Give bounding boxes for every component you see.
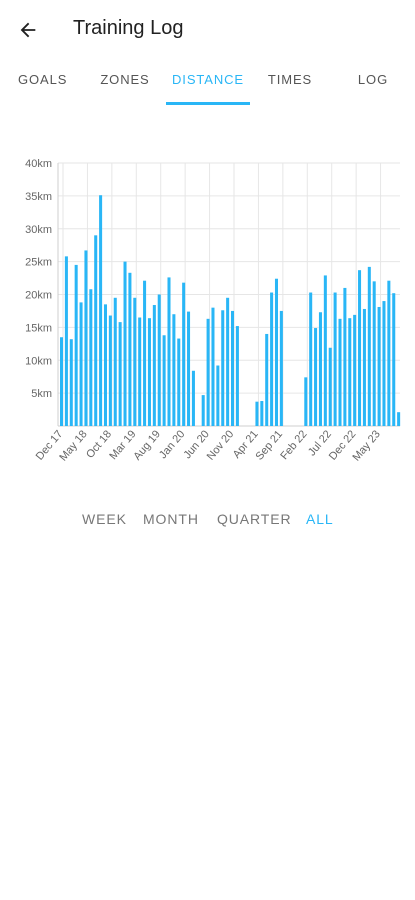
distance-bar (274, 278, 279, 426)
distance-bar (318, 312, 322, 426)
distance-bar (123, 261, 127, 426)
tab-log[interactable]: LOG (357, 72, 389, 87)
y-tick-label: 30km (25, 224, 52, 236)
range-month[interactable]: MONTH (143, 511, 199, 527)
x-tick-label: Sep 21 (254, 428, 286, 462)
distance-bar (182, 282, 186, 426)
distance-bar (157, 294, 161, 426)
distance-bar (89, 289, 93, 426)
distance-bar (206, 318, 210, 426)
distance-bar (309, 292, 313, 426)
y-tick-label: 40km (25, 158, 52, 170)
distance-bar (128, 272, 132, 426)
distance-bar (314, 328, 318, 426)
tab-times[interactable]: TIMES (267, 72, 313, 87)
distance-bar (172, 314, 176, 426)
distance-bar (377, 306, 381, 426)
tab-goals[interactable]: GOALS (18, 72, 68, 87)
tab-distance[interactable]: DISTANCE (172, 72, 244, 87)
distance-bar (94, 235, 98, 426)
distance-bar (103, 304, 108, 426)
distance-bar (69, 339, 73, 426)
distance-bar (265, 333, 269, 426)
distance-bar (216, 365, 220, 426)
distance-bar (221, 310, 225, 426)
range-all[interactable]: ALL (306, 511, 334, 527)
distance-bar (397, 412, 401, 426)
y-tick-label: 20km (25, 290, 52, 302)
distance-bar (279, 310, 283, 426)
distance-bar (353, 314, 357, 426)
x-tick-label: Nov 20 (205, 428, 237, 462)
tab-bar: GOALS ZONES DISTANCE TIMES LOG (0, 62, 415, 108)
distance-bar (323, 275, 327, 426)
distance-bar (348, 318, 352, 426)
distance-bar (138, 317, 142, 426)
distance-bar (358, 270, 362, 426)
distance-bar (118, 322, 122, 426)
distance-bar (147, 318, 151, 426)
distance-bar (226, 297, 230, 426)
distance-bar (255, 401, 259, 426)
distance-bar (84, 250, 88, 426)
y-tick-label: 25km (25, 257, 52, 269)
distance-bar (338, 318, 342, 426)
distance-bar (60, 337, 64, 426)
x-tick-label: Jan 20 (157, 428, 187, 461)
distance-bar (187, 311, 191, 426)
distance-bar (191, 370, 195, 426)
y-tick-label: 10km (25, 355, 52, 367)
distance-bar (333, 292, 337, 426)
distance-bar (362, 308, 366, 426)
page-title: Training Log (73, 17, 184, 39)
arrow-left-icon (20, 22, 36, 38)
range-quarter[interactable]: QUARTER (217, 511, 292, 527)
distance-bar (211, 307, 215, 426)
distance-bar (392, 293, 396, 426)
distance-bar (387, 280, 391, 426)
distance-bar (260, 401, 264, 426)
x-tick-label: Aug 19 (131, 428, 163, 462)
distance-bar (343, 287, 347, 426)
back-button[interactable] (14, 16, 42, 44)
app-bar: Training Log (0, 0, 415, 58)
tab-zones[interactable]: ZONES (100, 72, 150, 87)
distance-bar (162, 335, 166, 426)
x-tick-label: Feb 22 (278, 428, 309, 462)
y-tick-label: 15km (25, 322, 52, 334)
distance-bar (152, 305, 156, 426)
distance-bar (143, 280, 147, 426)
distance-bar (201, 395, 205, 426)
distance-bar (108, 315, 112, 426)
active-tab-indicator (166, 102, 250, 105)
distance-bar (328, 347, 332, 426)
distance-bar (64, 256, 68, 426)
distance-bar (167, 277, 171, 426)
distance-bar (231, 310, 235, 426)
distance-bar (367, 266, 371, 426)
range-week[interactable]: WEEK (82, 511, 127, 527)
y-tick-label: 5km (31, 388, 52, 400)
range-selector: WEEK MONTH QUARTER ALL (0, 506, 415, 532)
distance-bar (113, 297, 117, 426)
distance-bar (270, 292, 274, 426)
distance-bar (304, 377, 308, 426)
distance-bar (382, 301, 386, 426)
y-tick-label: 35km (25, 191, 52, 203)
distance-bar (99, 195, 103, 426)
distance-chart: 5km 10km 15km 20km 25km 30km 35km 40km Dec 17 May… (0, 140, 415, 500)
distance-bar (79, 302, 83, 426)
distance-bar (133, 297, 137, 426)
distance-bar (177, 338, 181, 426)
distance-bar (74, 264, 78, 426)
distance-bar (235, 326, 239, 426)
distance-bar (372, 281, 376, 426)
